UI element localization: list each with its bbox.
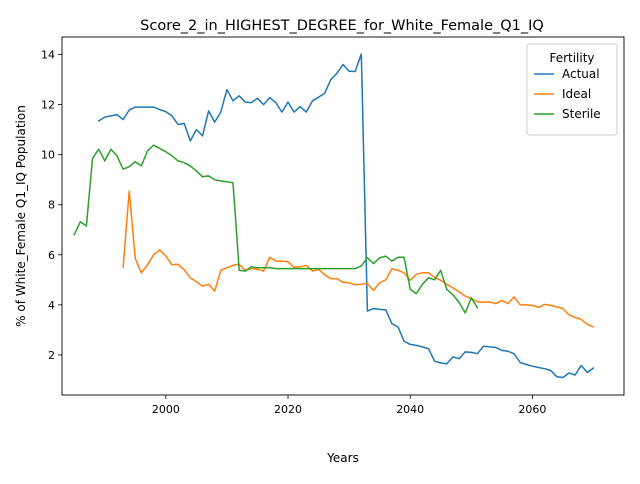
plot-area: 2000 2020 2040 2060 2 4 6 8 10 12 14 — [41, 49, 595, 416]
series-line-actual — [97, 53, 595, 379]
y-tick-label: 10 — [41, 149, 55, 162]
series-line-sterile — [73, 144, 479, 314]
y-tick-label: 14 — [41, 49, 55, 62]
legend-label-actual: Actual — [562, 67, 600, 81]
chart-title: Score_2_in_HIGHEST_DEGREE_for_White_Fema… — [140, 18, 544, 34]
y-tick-label: 6 — [48, 249, 55, 262]
y-tick-label: 2 — [48, 349, 55, 362]
x-tick-label: 2040 — [396, 403, 424, 416]
legend-items: Actual Ideal Sterile — [534, 67, 601, 121]
y-tick-label: 4 — [48, 299, 55, 312]
y-tick-label: 12 — [41, 99, 55, 112]
y-axis-label: % of White_Female Q1_IQ Population — [14, 105, 28, 327]
x-tick-label: 2060 — [518, 403, 546, 416]
legend-title: Fertility — [549, 51, 594, 65]
legend: Fertility Actual Ideal Sterile — [526, 43, 618, 136]
legend-box — [526, 43, 618, 136]
plot-frame — [61, 36, 625, 396]
x-tick-label: 2000 — [152, 403, 180, 416]
x-tick-label: 2020 — [274, 403, 302, 416]
series-line-ideal — [122, 190, 595, 328]
x-axis-label: Years — [326, 451, 359, 465]
y-tick-label: 8 — [48, 199, 55, 212]
legend-label-sterile: Sterile — [562, 107, 601, 121]
legend-label-ideal: Ideal — [562, 87, 591, 101]
